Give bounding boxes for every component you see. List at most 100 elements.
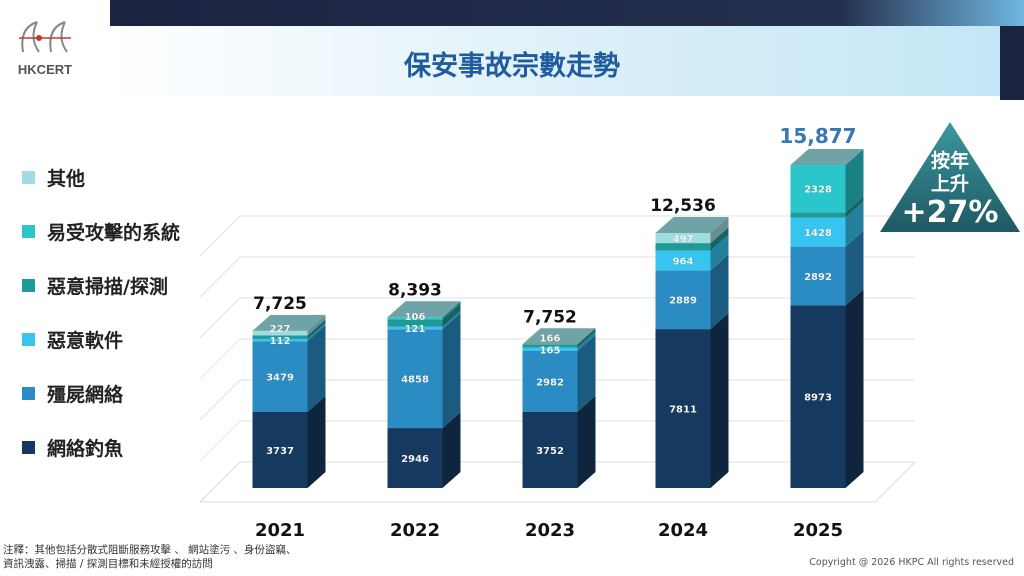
bar-segment-side xyxy=(577,395,596,488)
legend-swatch xyxy=(22,386,35,400)
bar-segment xyxy=(252,341,308,412)
bar-segment xyxy=(790,246,846,306)
data-label: 106 xyxy=(405,312,426,323)
bar-segment-side xyxy=(710,313,729,488)
bar-segment xyxy=(655,243,711,251)
bar-segment-side xyxy=(307,322,326,342)
x-tick-label: 2022 xyxy=(390,520,440,541)
legend-item: 殭屍網絡 xyxy=(22,366,180,420)
copyright: Copyright @ 2026 HKPC All rights reserve… xyxy=(809,557,1014,568)
legend-item: 惡意軟件 xyxy=(22,312,180,366)
total-label: 7,725 xyxy=(253,294,307,314)
legend-item: 網絡釣魚 xyxy=(22,420,180,474)
page-title: 保安事故宗數走勢 xyxy=(404,51,620,82)
data-label: 3479 xyxy=(266,373,294,384)
bar-segment-side xyxy=(845,230,864,306)
bar-segment-side xyxy=(442,313,461,429)
total-label: 15,877 xyxy=(779,124,856,148)
data-label: 964 xyxy=(673,257,694,268)
data-label: 3737 xyxy=(266,446,294,457)
bar-segment xyxy=(655,270,711,330)
bar-segment-side xyxy=(845,196,864,218)
x-tick-label: 2023 xyxy=(525,520,575,541)
bar-segment-side xyxy=(710,254,729,330)
data-label: 4858 xyxy=(401,375,429,386)
bar-segment xyxy=(522,351,578,412)
data-label: 112 xyxy=(270,336,291,347)
bar-segment-side xyxy=(307,314,326,336)
data-label: 165 xyxy=(540,345,561,356)
legend-label: 惡意軟件 xyxy=(47,329,124,352)
bar-top xyxy=(522,328,596,345)
bar-segment-side xyxy=(845,149,864,213)
bar-top xyxy=(790,149,864,165)
bar-segment xyxy=(790,305,846,488)
data-label: 166 xyxy=(540,333,561,344)
bar-segment-side xyxy=(442,412,461,488)
bar-segment xyxy=(252,338,308,342)
bar-segment-side xyxy=(307,325,326,412)
top-banner xyxy=(110,0,1024,26)
bar-segment-side xyxy=(442,303,461,327)
gridline xyxy=(199,215,915,257)
legend-swatch xyxy=(22,332,35,346)
data-label: 121 xyxy=(405,324,426,335)
data-label: 497 xyxy=(673,234,694,245)
data-label: 2982 xyxy=(536,377,564,388)
x-tick-label: 2024 xyxy=(658,520,708,541)
bar-segment-side xyxy=(307,319,326,339)
bar-segment xyxy=(387,428,443,488)
bar-segment-side xyxy=(307,395,326,488)
bar-top xyxy=(655,216,729,233)
bar-segment-side xyxy=(442,301,461,320)
legend-label: 易受攻擊的系統 xyxy=(47,221,181,244)
bar-segment xyxy=(387,317,443,320)
data-label: 2892 xyxy=(804,272,832,283)
data-label: 3752 xyxy=(536,446,564,457)
increase-triangle-icon xyxy=(880,122,1020,232)
bar-segment xyxy=(252,335,308,339)
bar-top xyxy=(252,314,326,331)
legend-swatch xyxy=(22,170,35,184)
legend-swatch xyxy=(22,224,35,238)
bar-segment xyxy=(252,330,308,336)
legend-item: 惡意掃描/探測 xyxy=(22,258,180,312)
bar-segment xyxy=(387,326,443,330)
data-label: 7811 xyxy=(669,405,697,416)
bar-segment xyxy=(522,347,578,352)
bar-segment xyxy=(387,329,443,429)
data-label: 2946 xyxy=(401,454,429,465)
bar-segment-side xyxy=(442,310,461,330)
bar-segment xyxy=(655,232,711,244)
legend-swatch xyxy=(22,278,35,292)
bar-segment-side xyxy=(577,335,596,412)
bar-segment-side xyxy=(845,289,864,488)
bar-segment-side xyxy=(710,216,729,244)
bar-segment xyxy=(252,411,308,488)
legend-swatch xyxy=(22,440,35,454)
data-label: 2328 xyxy=(804,185,832,196)
legend-label: 惡意掃描/探測 xyxy=(47,275,168,298)
data-label: 2889 xyxy=(669,296,697,307)
bar-segment-side xyxy=(710,227,729,251)
bar-segment-side xyxy=(577,331,596,352)
hkcert-logo: HKCERT xyxy=(12,14,78,77)
bar-top xyxy=(387,301,461,318)
legend-label: 殭屍網絡 xyxy=(47,383,124,406)
badge-value: +27% xyxy=(901,195,999,230)
bar-segment xyxy=(790,212,846,218)
legend-item: 其他 xyxy=(22,150,180,204)
data-label: 1428 xyxy=(804,228,832,239)
bar-segment xyxy=(522,344,578,348)
chart-legend: 其他易受攻擊的系統 惡意掃描/探測 惡意軟件殭屍網絡網絡釣魚 xyxy=(22,150,180,474)
badge-line1: 按年 xyxy=(930,150,969,172)
x-tick-label: 2025 xyxy=(793,520,843,541)
total-label: 8,393 xyxy=(388,280,442,300)
bar-segment-side xyxy=(577,328,596,348)
x-tick-label: 2021 xyxy=(255,520,305,541)
legend-label: 其他 xyxy=(47,167,86,190)
corner-decoration xyxy=(1000,26,1024,100)
bar-segment xyxy=(655,329,711,488)
bar-segment xyxy=(655,250,711,271)
bar-segment xyxy=(790,217,846,247)
